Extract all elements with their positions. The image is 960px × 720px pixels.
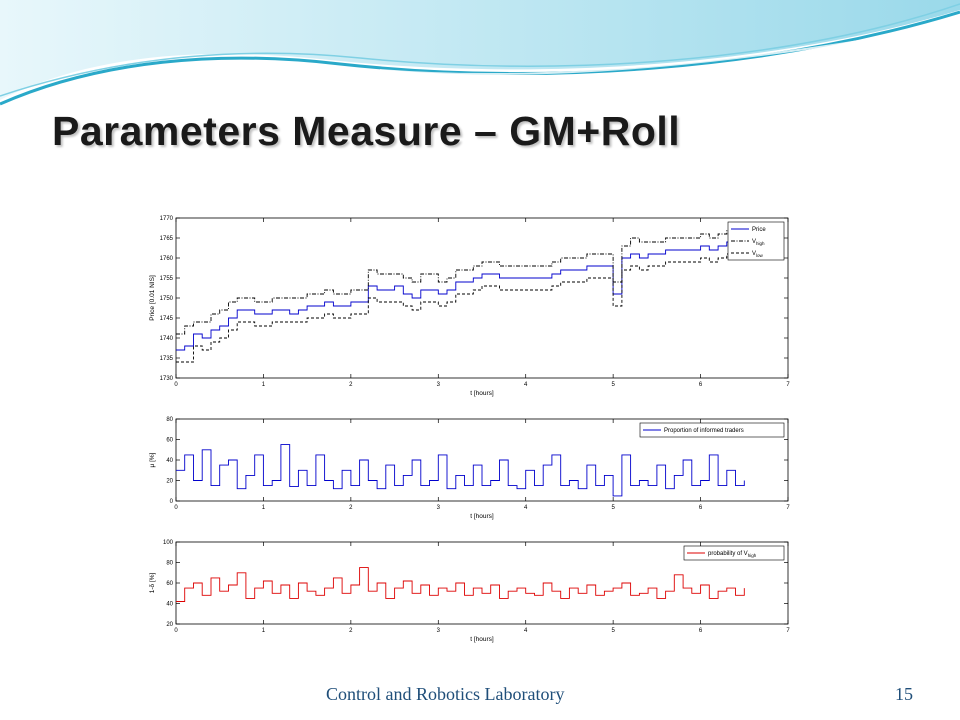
y-tick-label: 40 — [166, 602, 173, 608]
x-tick-label: 4 — [524, 382, 528, 388]
y-tick-label: 1755 — [160, 276, 174, 282]
x-tick-label: 0 — [174, 628, 178, 634]
y-tick-label: 60 — [166, 438, 173, 444]
page-number: 15 — [895, 684, 913, 704]
legend: Proportion of informed traders — [639, 422, 785, 438]
wave-fill — [0, 0, 960, 100]
x-tick-label: 7 — [786, 505, 790, 511]
legend: Price Vhigh Vlow — [727, 221, 785, 261]
x-tick-label: 0 — [174, 505, 178, 511]
x-tick-label: 5 — [611, 505, 615, 511]
y-tick-label: 1750 — [160, 296, 174, 302]
legend-label: probability of Vhigh — [708, 551, 757, 558]
chart-1: 0 1 2 3 4 5 6 7 1730 1735 1740 1745 1750 1755 1760 1765… — [149, 216, 790, 397]
y-tick-label: 1760 — [160, 256, 174, 262]
y-tick-label: 80 — [166, 417, 173, 423]
x-tick-label: 5 — [611, 628, 615, 634]
legend: probability of Vhigh — [683, 545, 785, 561]
legend-label: Vlow — [752, 251, 764, 258]
x-axis-label: t [hours] — [470, 636, 494, 643]
legend-box — [683, 545, 785, 561]
legend-box — [639, 422, 785, 438]
x-tick-label: 7 — [786, 628, 790, 634]
x-tick-label: 5 — [611, 382, 615, 388]
y-tick-label: 20 — [166, 479, 173, 485]
wave-line-white — [379, 23, 960, 76]
wave-line-light — [0, 3, 960, 97]
x-tick-label: 0 — [174, 382, 178, 388]
x-tick-label: 1 — [262, 382, 266, 388]
y-tick-label: 1770 — [160, 216, 174, 222]
series-line-3 — [176, 250, 745, 363]
series-line-1 — [176, 444, 745, 497]
y-tick-label: 1730 — [160, 376, 174, 382]
y-tick-label: 40 — [166, 458, 173, 464]
y-axis-label: 1-δ [%] — [149, 573, 156, 594]
x-axis-label: t [hours] — [470, 513, 494, 520]
legend-label: Proportion of informed traders — [664, 428, 744, 434]
x-tick-label: 3 — [437, 382, 441, 388]
x-tick-label: 1 — [262, 505, 266, 511]
x-tick-label: 2 — [349, 382, 353, 388]
slide-title: Parameters Measure – GM+Roll — [52, 108, 681, 154]
x-tick-label: 4 — [524, 505, 528, 511]
y-tick-label: 20 — [166, 622, 173, 628]
y-tick-label: 80 — [166, 561, 173, 567]
x-tick-label: 3 — [437, 628, 441, 634]
y-tick-label: 0 — [170, 499, 174, 505]
header-wave — [0, 0, 960, 106]
x-tick-label: 6 — [699, 505, 703, 511]
y-tick-label: 1765 — [160, 236, 174, 242]
chart-3: 0 1 2 3 4 5 6 7 20 40 60 80 100 t [hours] 1-δ [%] proba… — [149, 540, 790, 643]
y-tick-label: 100 — [163, 540, 174, 546]
x-tick-label: 3 — [437, 505, 441, 511]
chart-2: 0 1 2 3 4 5 6 7 0 20 40 60 80 t [hours] μ [%] Proportio… — [149, 417, 790, 520]
x-tick-label: 7 — [786, 382, 790, 388]
y-tick-label: 1745 — [160, 316, 174, 322]
legend-label: Price — [752, 227, 766, 233]
y-axis-label: μ [%] — [149, 452, 156, 467]
x-tick-label: 2 — [349, 505, 353, 511]
y-axis-label: Price [0.01 NIS] — [149, 275, 156, 321]
x-tick-label: 2 — [349, 628, 353, 634]
x-tick-label: 1 — [262, 628, 266, 634]
x-tick-label: 4 — [524, 628, 528, 634]
y-tick-label: 60 — [166, 581, 173, 587]
plot-frame — [175, 217, 789, 379]
legend-label: Vhigh — [752, 239, 765, 246]
x-tick-label: 6 — [699, 382, 703, 388]
x-axis-label: t [hours] — [470, 390, 494, 397]
x-tick-label: 6 — [699, 628, 703, 634]
footer-text: Control and Robotics Laboratory — [326, 684, 565, 704]
series-line-2 — [176, 229, 745, 335]
series-line-1 — [176, 238, 745, 351]
y-tick-label: 1740 — [160, 336, 174, 342]
series-line-1 — [176, 567, 745, 602]
y-tick-label: 1735 — [160, 356, 174, 362]
